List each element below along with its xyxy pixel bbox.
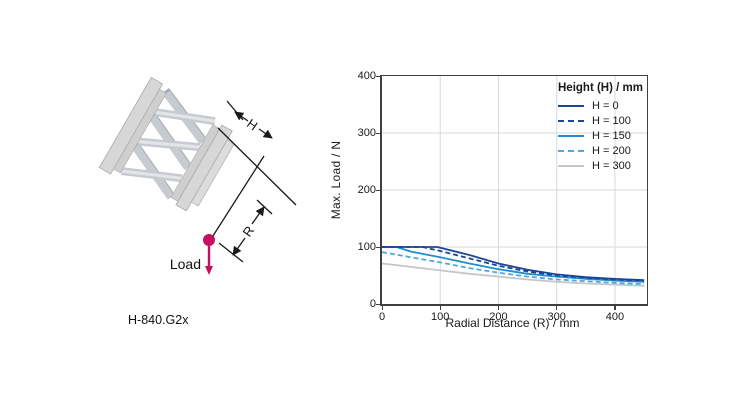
series-line-H200 — [381, 251, 645, 285]
series-line-H0 — [382, 246, 645, 281]
legend-line-sample — [558, 134, 584, 137]
load-arrow-icon — [205, 266, 213, 275]
y-tick-mark — [376, 132, 380, 134]
x-tick-label: 400 — [605, 311, 625, 323]
legend-line-sample — [558, 149, 584, 152]
legend-label: H = 300 — [592, 159, 631, 172]
load-point — [203, 234, 215, 246]
legend-row: H = 300 — [558, 158, 646, 173]
legend-row: H = 200 — [558, 143, 646, 158]
x-tick-mark — [381, 306, 383, 310]
radius-dim-label: R — [240, 223, 258, 239]
plot-area — [381, 76, 647, 304]
y-tick-label: 400 — [357, 70, 376, 82]
legend-line-sample — [558, 164, 584, 167]
legend-row: H = 0 — [558, 98, 646, 113]
hexapod-load-diagram: H R Load — [98, 76, 297, 275]
x-tick-label: 300 — [547, 311, 566, 323]
model-caption: H-840.G2x — [128, 313, 189, 327]
y-tick-label: 300 — [357, 127, 376, 139]
x-tick-label: 0 — [378, 311, 386, 323]
height-dim-label: H — [244, 116, 260, 134]
legend-row: H = 150 — [558, 128, 646, 143]
legend-title: Height (H) / mm — [558, 82, 643, 94]
y-tick-label: 0 — [369, 298, 376, 310]
load-label: Load — [170, 256, 201, 272]
legend-line-sample — [558, 104, 584, 107]
legend-line-sample — [558, 119, 584, 122]
chart-legend: Height (H) / mm H = 0 H = 100 H = 150 H = 2… — [558, 82, 646, 173]
legend-row: H = 100 — [558, 113, 646, 128]
max-load-chart: Height (H) / mm H = 0 H = 100 H = 150 H = 2… — [358, 70, 648, 323]
hexapod-illustration — [98, 76, 235, 212]
y-tick-label: 100 — [357, 241, 376, 253]
legend-label: H = 100 — [592, 114, 631, 127]
series-line-H100 — [382, 246, 645, 282]
y-axis-title: Max. Load / N — [329, 140, 343, 220]
y-tick-mark — [376, 75, 380, 77]
legend-label: H = 150 — [592, 129, 631, 142]
legend-label: H = 0 — [592, 99, 619, 112]
series-line-H300 — [381, 262, 645, 287]
x-tick-mark — [439, 306, 441, 310]
y-tick-mark — [376, 189, 380, 191]
y-tick-label: 200 — [357, 184, 376, 196]
y-tick-mark — [376, 246, 380, 248]
y-tick-mark — [376, 303, 380, 305]
x-tick-mark — [556, 306, 558, 310]
dimension-lines: H R — [210, 100, 297, 263]
x-tick-mark — [497, 306, 500, 310]
series-line-H150 — [382, 246, 645, 283]
load-marker: Load — [170, 234, 215, 275]
x-tick-label: 200 — [489, 311, 508, 323]
x-tick-label: 100 — [431, 311, 450, 323]
legend-label: H = 200 — [592, 144, 631, 157]
x-axis-title: Radial Distance (R) / mm — [445, 316, 580, 330]
x-tick-mark — [614, 306, 616, 310]
